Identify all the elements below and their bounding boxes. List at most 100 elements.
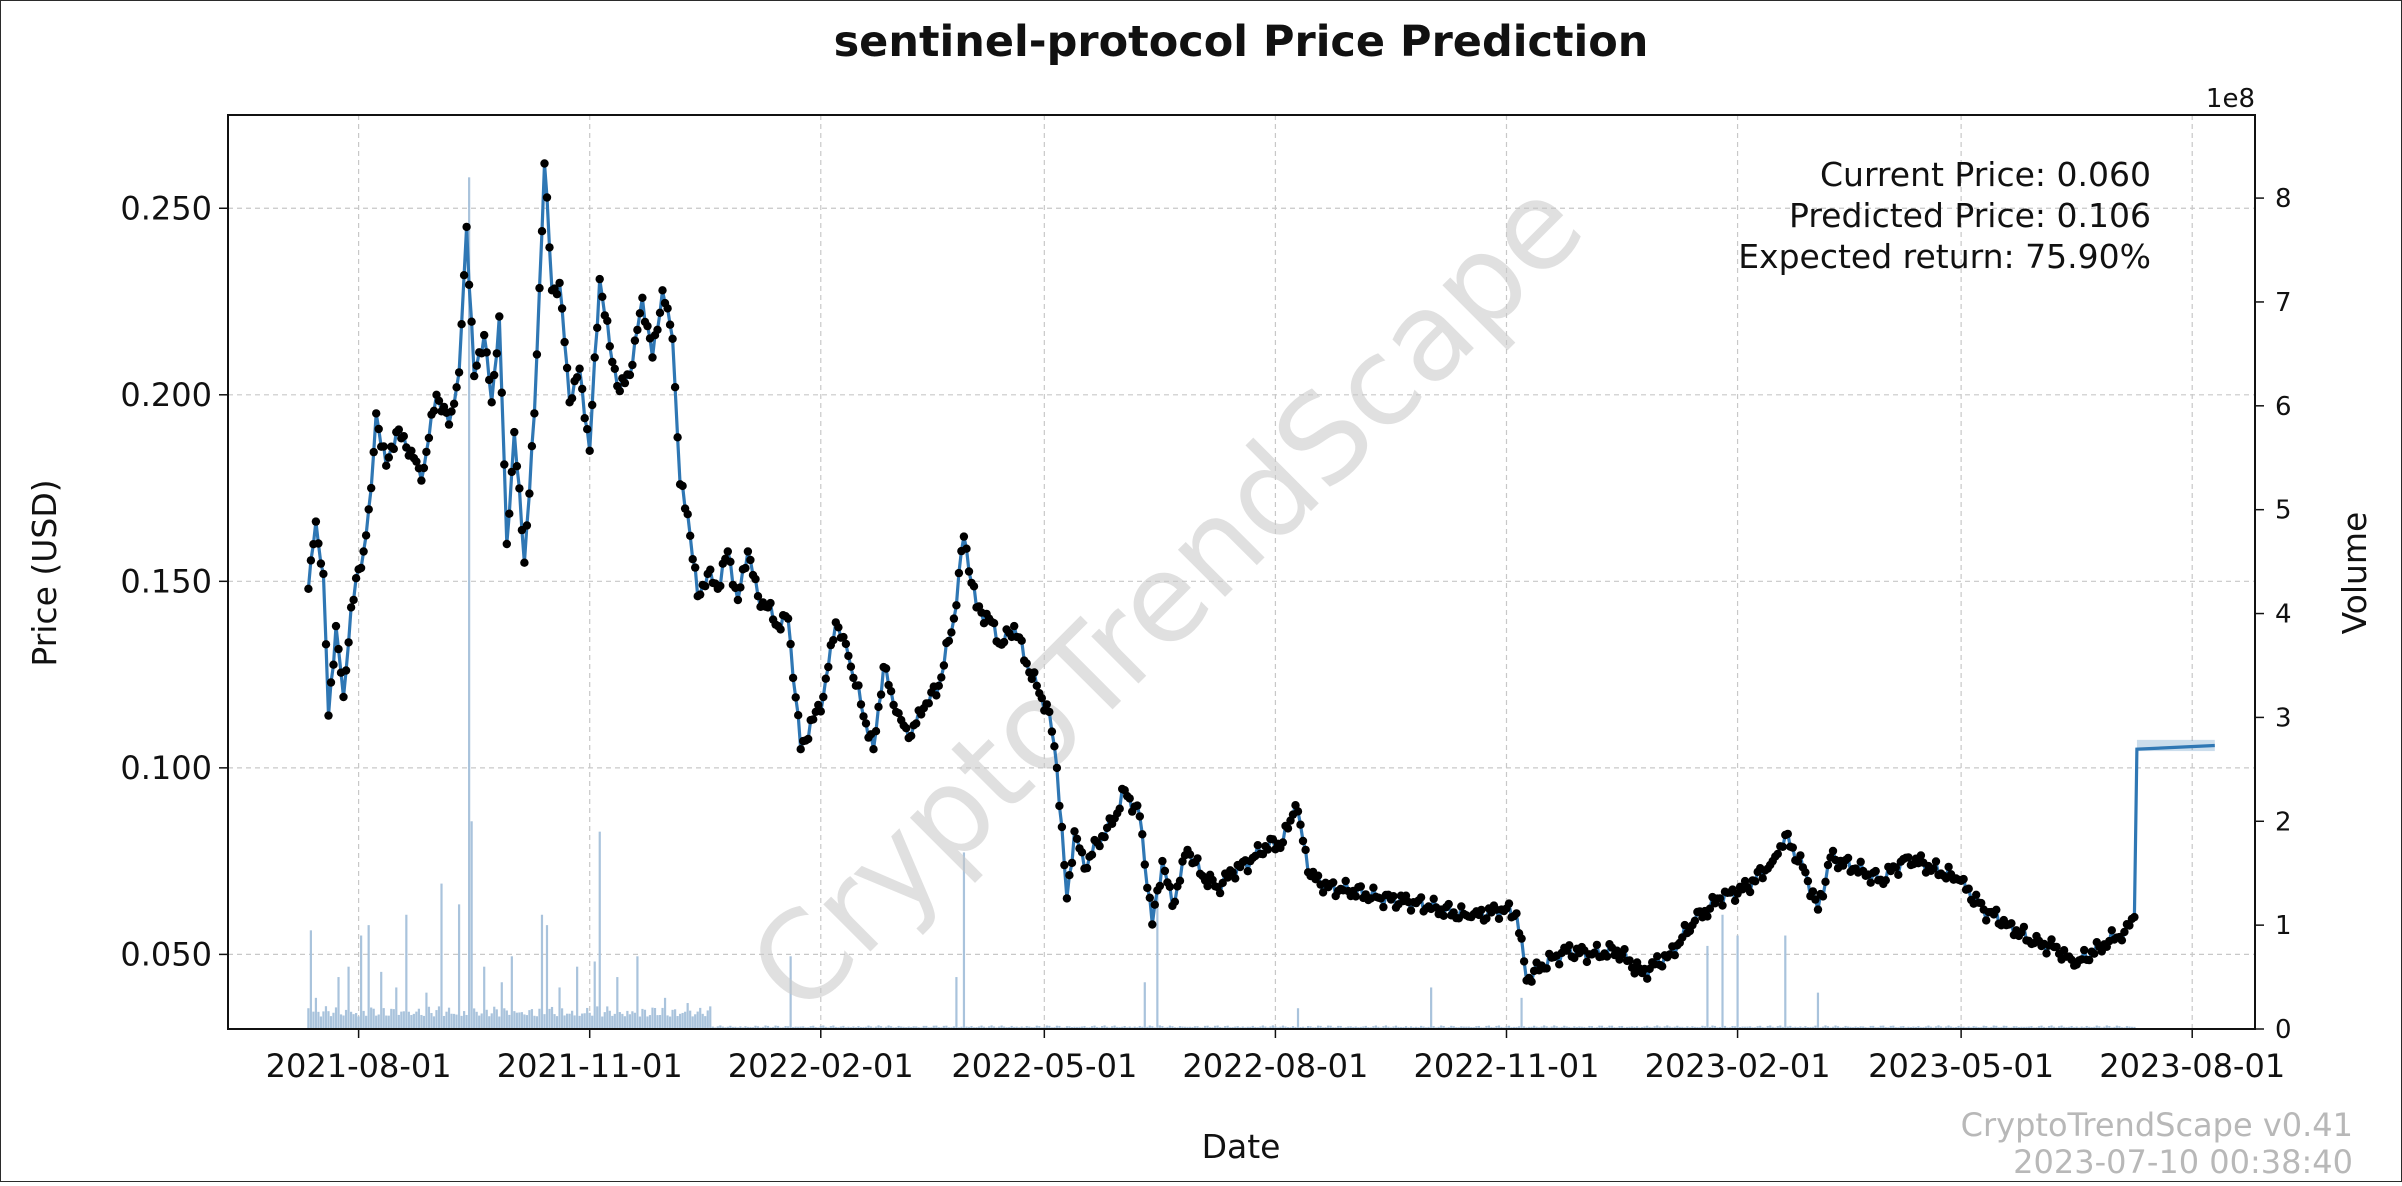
price-point — [1022, 659, 1031, 668]
volume-bar — [1625, 1026, 1629, 1029]
volume-bar — [797, 1026, 800, 1029]
volume-bar — [1889, 1025, 1892, 1029]
volume-bar — [490, 1013, 493, 1029]
price-point — [339, 692, 348, 702]
price-point — [783, 614, 793, 623]
price-point — [628, 360, 637, 370]
volume-bar — [1718, 1026, 1722, 1029]
price-point — [804, 734, 813, 744]
price-point — [603, 316, 612, 325]
volume-bar — [309, 930, 312, 1029]
x-tick-label: 2021-11-01 — [497, 1047, 683, 1085]
price-point — [480, 330, 489, 340]
volume-bar — [1693, 1026, 1696, 1029]
volume-bar — [744, 1026, 747, 1029]
volume-bar — [1301, 1026, 1305, 1029]
price-point — [691, 563, 700, 572]
price-point — [412, 457, 421, 466]
volume-bar — [513, 1011, 516, 1029]
volume-bar — [721, 1026, 724, 1029]
volume-bar — [1203, 1025, 1207, 1029]
volume-bar — [1352, 1026, 1355, 1029]
volume-bar — [1703, 1026, 1707, 1029]
price-point — [663, 304, 672, 313]
volume-bar — [483, 966, 486, 1029]
volume-bar — [410, 1015, 413, 1029]
price-point — [1077, 848, 1087, 857]
price-point — [334, 644, 343, 654]
volume-bar — [1068, 1026, 1071, 1029]
volume-bar — [392, 1009, 395, 1029]
volume-bar — [799, 1026, 802, 1029]
volume-bar — [1372, 1026, 1375, 1029]
volume-bar — [2108, 1026, 2111, 1029]
volume-bar — [1633, 1026, 1636, 1029]
price-point — [1504, 899, 1514, 908]
price-point — [1313, 871, 1323, 880]
volume-bar — [731, 1026, 734, 1029]
volume-bar — [455, 1014, 458, 1029]
volume-bar — [2130, 1026, 2134, 1029]
volume-bar — [1857, 1026, 1860, 1029]
price-point — [608, 357, 617, 367]
volume-bar — [729, 1025, 732, 1029]
price-point — [555, 278, 564, 288]
volume-bar — [1178, 1026, 1182, 1029]
x-tick-label: 2022-02-01 — [728, 1047, 914, 1085]
volume-bar — [1809, 1026, 1812, 1029]
volume-bar — [1826, 1026, 1830, 1029]
volume-bar — [621, 1013, 624, 1029]
y-tick-label: 0.050 — [120, 935, 212, 973]
y2-tick-label: 3 — [2275, 703, 2292, 733]
price-point — [643, 321, 652, 331]
volume-bar — [1384, 1025, 1388, 1029]
volume-bar — [1354, 1026, 1357, 1029]
price-point — [964, 567, 974, 576]
price-point — [1032, 681, 1042, 690]
volume-bar — [387, 1015, 390, 1029]
volume-bar — [1533, 1025, 1536, 1029]
price-point — [1813, 905, 1823, 914]
price-point — [2052, 942, 2061, 952]
price-point — [459, 271, 469, 280]
price-point — [678, 481, 687, 491]
volume-bar — [1982, 1025, 1985, 1029]
price-point — [706, 565, 715, 574]
volume-bar — [503, 1008, 506, 1029]
price-point — [846, 662, 856, 671]
volume-bar — [812, 1025, 815, 1029]
volume-bar — [2030, 1026, 2033, 1029]
volume-bar — [1872, 1025, 1875, 1029]
price-point — [422, 447, 431, 457]
price-point — [819, 692, 828, 702]
volume-bar — [668, 1016, 672, 1029]
plot-area-border — [227, 114, 2256, 1030]
price-point — [633, 325, 642, 335]
volume-bar — [1219, 1026, 1222, 1029]
volume-bar — [1781, 1026, 1784, 1029]
volume-bar — [646, 1016, 649, 1029]
volume-bar — [1148, 1025, 1151, 1029]
volume-bar — [395, 987, 398, 1029]
y2-axis-label: Volume — [2335, 512, 2374, 635]
volume-bar — [998, 1026, 1001, 1029]
volume-bar — [1025, 1026, 1028, 1029]
price-point — [510, 427, 519, 437]
volume-bar — [1113, 1025, 1116, 1029]
volume-bar — [792, 1026, 795, 1029]
volume-bar — [425, 992, 428, 1029]
volume-bar — [588, 1012, 591, 1029]
volume-bar — [1831, 1026, 1835, 1029]
volume-bar — [2015, 1026, 2018, 1029]
volume-bar — [1992, 1025, 1995, 1029]
volume-bar — [1399, 1026, 1403, 1029]
price-point — [1494, 914, 1504, 923]
volume-bar — [1500, 1026, 1503, 1029]
x-tick-label: 2023-02-01 — [1645, 1047, 1831, 1085]
volume-bar — [322, 1011, 325, 1029]
footer-version: CryptoTrendScape v0.41 — [1961, 1106, 2353, 1144]
price-point — [962, 544, 971, 553]
price-point — [620, 378, 630, 388]
volume-bar — [1093, 1025, 1096, 1029]
price-point — [512, 462, 522, 471]
